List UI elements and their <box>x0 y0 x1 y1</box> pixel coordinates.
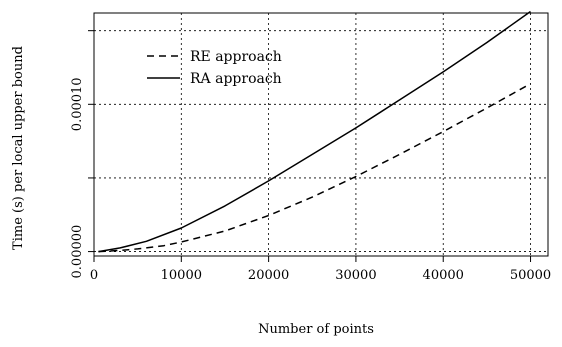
x-axis: 0 10000 20000 30000 40000 50000 <box>90 256 551 283</box>
series-line-1 <box>98 10 531 253</box>
y-tick-label-2: 0.00010 <box>70 77 85 131</box>
series-line-0 <box>98 83 531 253</box>
legend-label-0: RE approach <box>190 49 282 65</box>
y-tick-label-0: 0.00000 <box>70 225 85 279</box>
series-layer <box>98 10 531 253</box>
grid <box>93 13 548 256</box>
x-axis-label: Number of points <box>258 322 374 337</box>
plot-frame <box>93 12 549 257</box>
x-tick-label-1: 10000 <box>161 268 202 283</box>
x-tick-label-5: 50000 <box>510 268 551 283</box>
legend: RE approach RA approach <box>147 49 282 87</box>
x-tick-label-2: 20000 <box>248 268 289 283</box>
x-tick-label-4: 40000 <box>423 268 464 283</box>
y-axis: 0.00000 0.00010 <box>70 30 94 279</box>
x-tick-label-3: 30000 <box>335 268 376 283</box>
x-tick-label-0: 0 <box>90 268 98 283</box>
y-axis-label: Time (s) per local upper bound <box>11 46 26 250</box>
legend-label-1: RA approach <box>190 71 282 87</box>
